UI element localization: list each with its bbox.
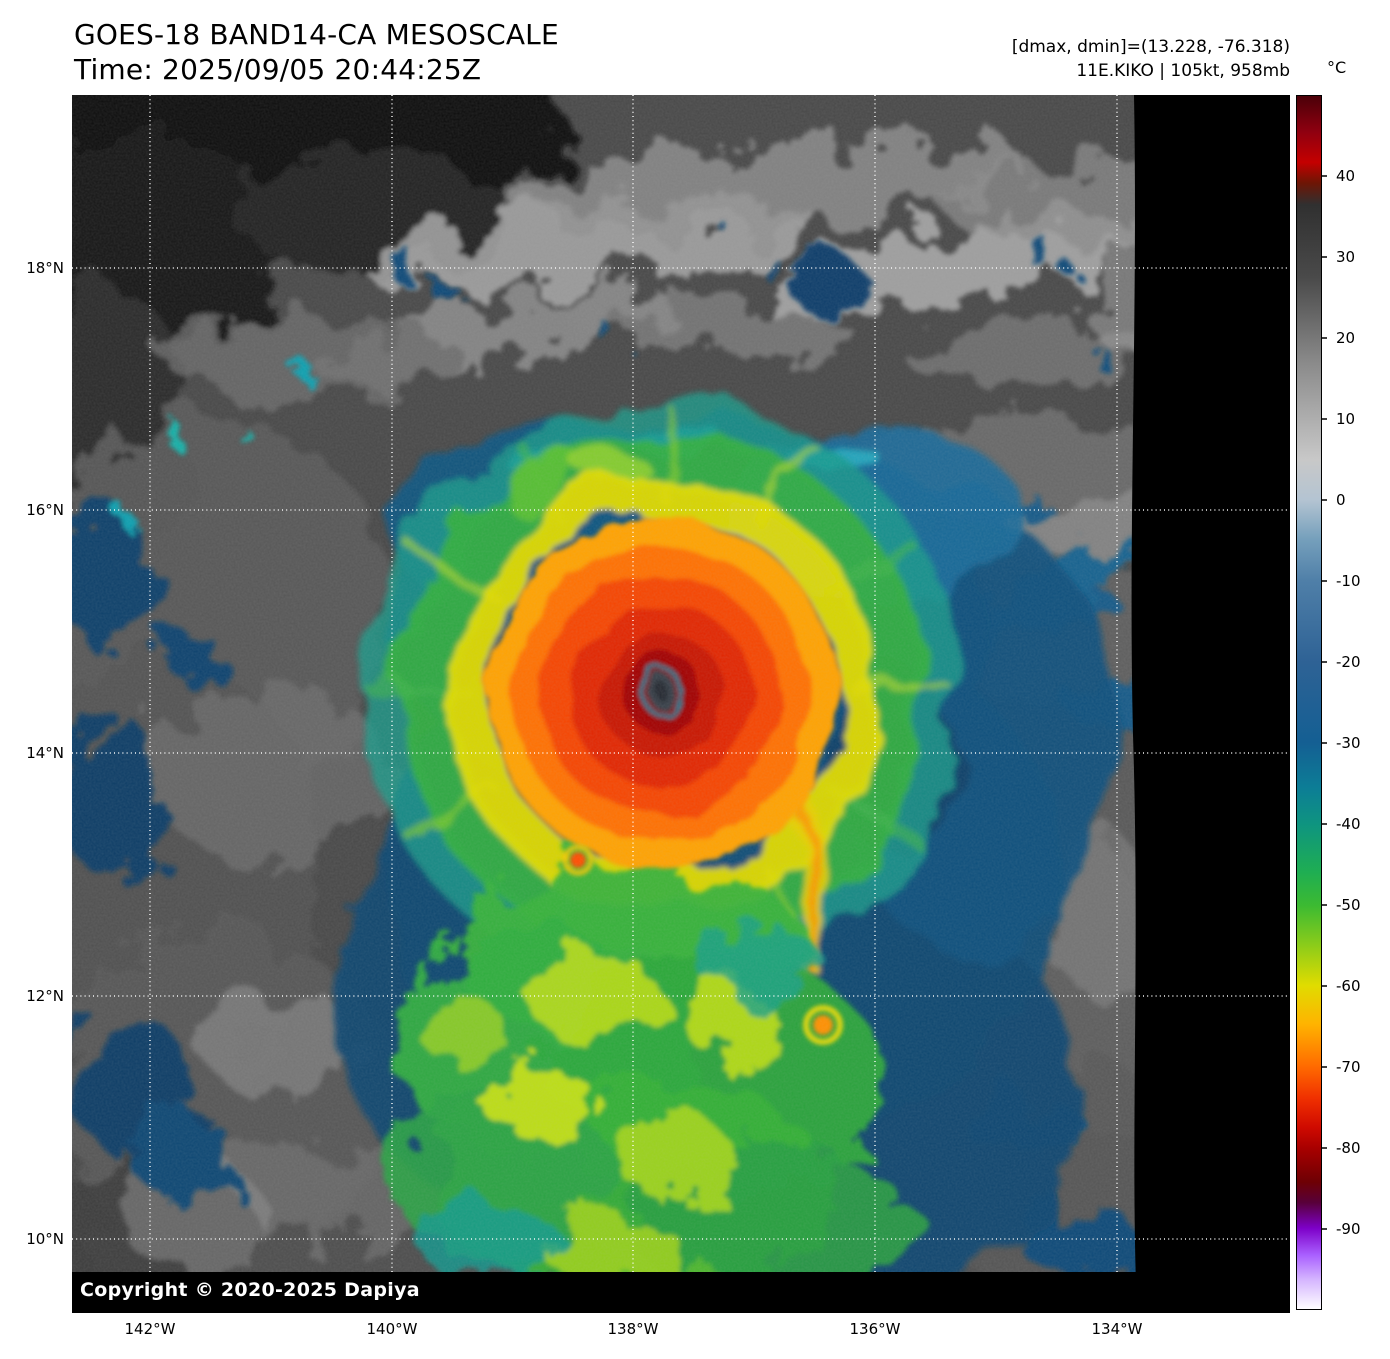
colorbar-labels: 40 30 20 10 0 -10 -20 -30 -40 -50 -60 -7… — [1336, 95, 1388, 1310]
colorbar-tick-marks — [1322, 175, 1327, 1230]
satellite-image — [72, 95, 1290, 1313]
satellite-map — [72, 95, 1290, 1313]
lat-tick-label: 12°N — [26, 987, 64, 1005]
colorbar-unit-label: °C — [1327, 58, 1347, 77]
colorbar-tick-label: 20 — [1336, 329, 1356, 347]
colorbar-tick-label: -60 — [1336, 977, 1361, 995]
header-title-block: GOES-18 BAND14-CA MESOSCALE Time: 2025/0… — [74, 18, 559, 87]
lat-tick-label: 16°N — [26, 501, 64, 519]
timestamp: Time: 2025/09/05 20:44:25Z — [74, 52, 482, 86]
sensor-grain-overlay — [72, 95, 1290, 1313]
colorbar-tick-label: -70 — [1336, 1058, 1361, 1076]
product-title: GOES-18 BAND14-CA MESOSCALE — [74, 18, 559, 51]
colorbar-tick-label: -90 — [1336, 1220, 1361, 1238]
gridlines — [72, 95, 1290, 1272]
colorbar-tick-label: -50 — [1336, 896, 1361, 914]
colorbar-tick-label: -30 — [1336, 734, 1361, 752]
copyright-text: Copyright © 2020-2025 Dapiya — [80, 1279, 420, 1301]
storm-info: 11E.KIKO | 105kt, 958mb — [1076, 60, 1290, 81]
colorbar-tick-label: -20 — [1336, 653, 1361, 671]
colorbar-tick-label: 10 — [1336, 410, 1356, 428]
colorbar-tick-label: 40 — [1336, 167, 1356, 185]
lat-tick-label: 18°N — [26, 259, 64, 277]
lat-tick-label: 10°N — [26, 1230, 64, 1248]
colorbar-tick-label: -80 — [1336, 1139, 1361, 1157]
bottom-caption-bar — [72, 1272, 1290, 1313]
colorbar-tick-label: -40 — [1336, 815, 1361, 833]
lat-tick-label: 14°N — [26, 744, 64, 762]
lon-tick-label: 140°W — [366, 1320, 418, 1338]
lon-tick-label: 138°W — [607, 1320, 659, 1338]
lon-tick-label: 134°W — [1091, 1320, 1143, 1338]
lon-tick-label: 136°W — [849, 1320, 901, 1338]
colorbar-gradient — [1296, 95, 1327, 1310]
dmax-dmin-readout: [dmax, dmin]=(13.228, -76.318) — [1011, 37, 1290, 57]
lon-tick-label: 142°W — [124, 1320, 176, 1338]
colorbar-tick-label: 30 — [1336, 248, 1356, 266]
header-info-block: [dmax, dmin]=(13.228, -76.318) 11E.KIKO … — [1012, 36, 1290, 84]
colorbar — [1296, 95, 1330, 1310]
colorbar-tick-label: -10 — [1336, 572, 1361, 590]
colorbar-tick-label: 0 — [1336, 491, 1346, 509]
no-data-region — [1131, 95, 1290, 1313]
